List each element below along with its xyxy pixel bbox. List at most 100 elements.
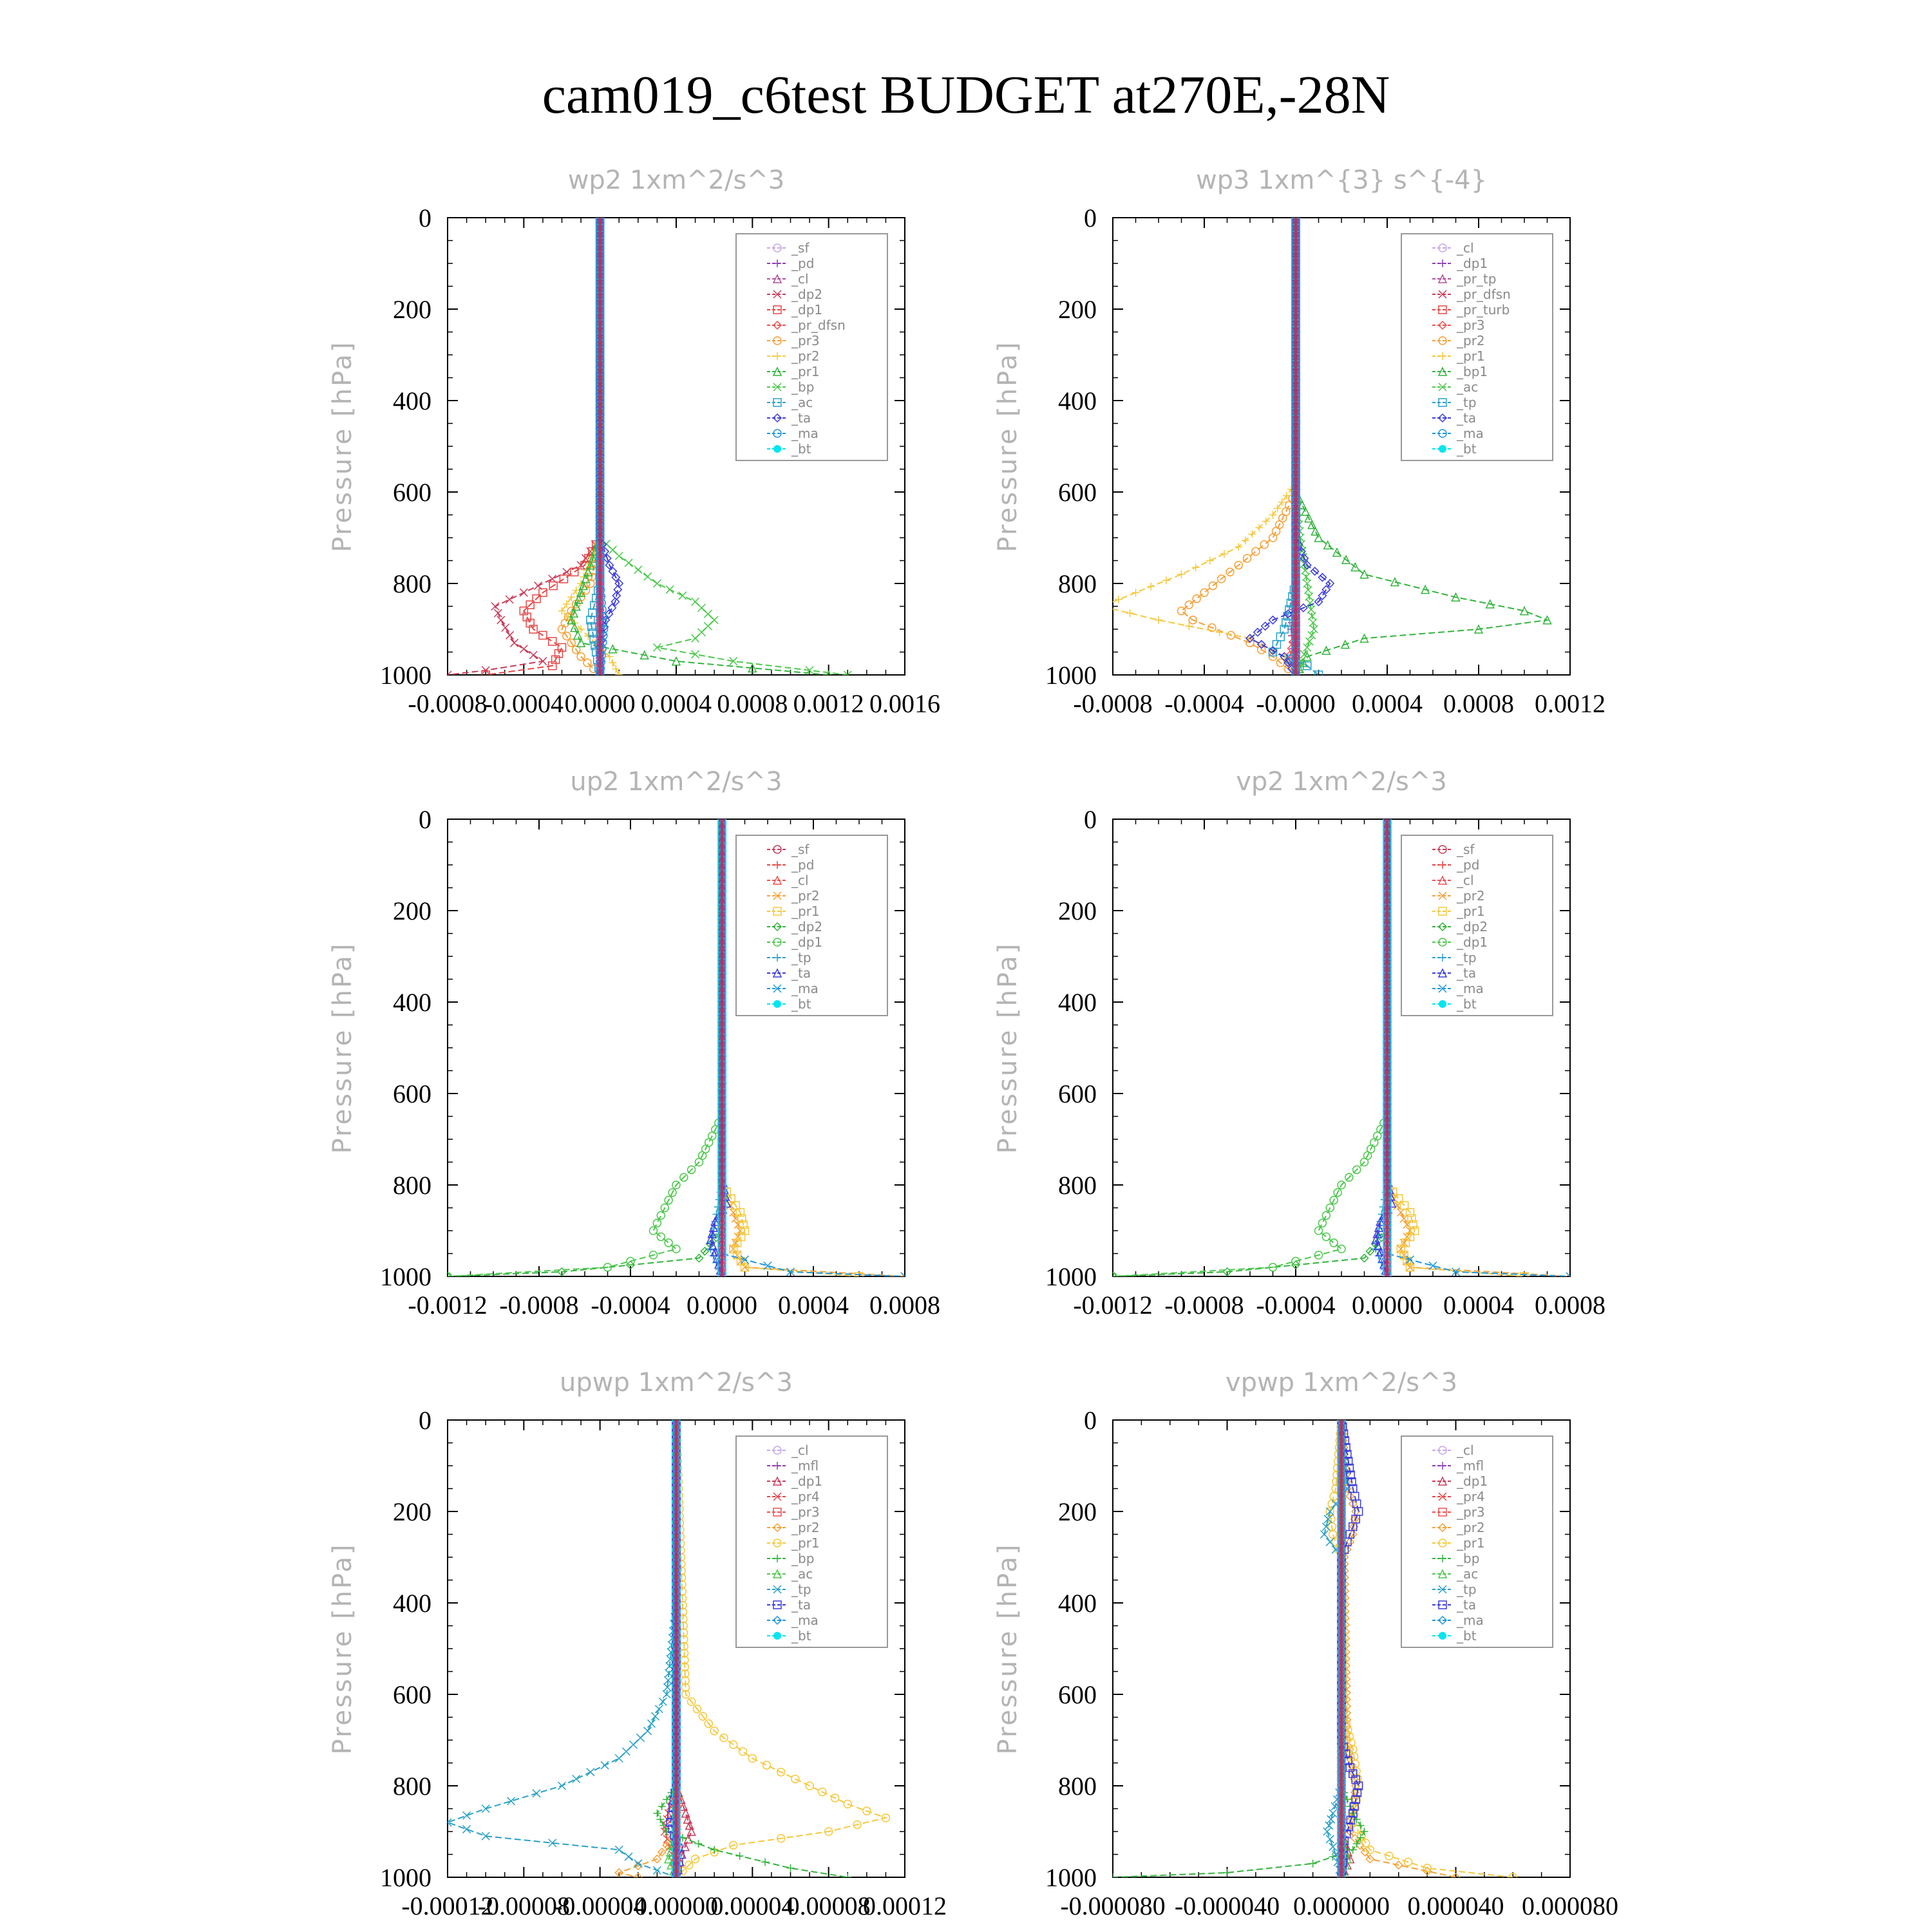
series-point-pr1 <box>1220 549 1229 558</box>
series-point-tp <box>636 1733 645 1742</box>
series-point-pr3 <box>576 652 585 661</box>
series-point-ta <box>1310 567 1320 576</box>
series-point-pr1 <box>1396 1244 1406 1254</box>
legend-marker <box>772 274 782 283</box>
series-point-pr1 <box>1399 1251 1408 1260</box>
series-point-tp <box>629 1740 638 1749</box>
series-point-dp2 <box>448 1271 453 1276</box>
legend-entry: _pr1 <box>791 364 820 379</box>
series-point-pr1 <box>1206 556 1214 565</box>
series-point-pr2 <box>562 600 571 608</box>
series-point-ta <box>1268 646 1278 656</box>
series-point-dp2 <box>1113 1271 1118 1276</box>
panel-title: wp3 1xm^{3} s^{-4} <box>1196 166 1487 195</box>
series-point-ta <box>1314 597 1323 607</box>
series-point-ma <box>1566 1272 1570 1276</box>
series-point-dp2 <box>700 1246 710 1256</box>
legend-marker <box>1438 290 1447 299</box>
legend-entry: _pd <box>1456 857 1479 873</box>
series-point-dp1 <box>649 1226 658 1235</box>
series-point-pr2 <box>609 659 617 667</box>
series-point-pr1 <box>1394 1194 1403 1204</box>
series-point-pr1 <box>739 1220 748 1229</box>
series-point-dp1 <box>519 606 529 616</box>
legend-entry: _bp <box>791 379 814 395</box>
legend-entry: _pr_turb <box>1456 302 1510 317</box>
legend-marker <box>1437 320 1448 330</box>
series-point-tp <box>663 1683 672 1692</box>
legend-entry: _cl <box>1456 240 1474 256</box>
legend-marker <box>1437 922 1448 932</box>
series-point-bp <box>786 1864 795 1872</box>
legend-marker <box>1437 413 1448 423</box>
series-point-ta <box>607 603 617 612</box>
series-point-pr2 <box>1177 606 1186 616</box>
series-point-ac <box>663 1853 674 1864</box>
series-point-ta <box>1372 1229 1382 1238</box>
legend-entry: _pr2 <box>791 888 820 904</box>
y-tick-label: 200 <box>393 295 431 324</box>
legend-marker <box>773 938 782 947</box>
series-point-pr3 <box>562 631 571 641</box>
series-point-pr2 <box>1208 581 1218 591</box>
series-point-pr2 <box>1184 600 1194 609</box>
series-point-pr2 <box>1226 567 1235 576</box>
legend-entry: _dp2 <box>791 919 822 934</box>
series-point-pr1 <box>1097 603 1105 611</box>
legend-entry: _dp1 <box>791 302 822 317</box>
series-point-pr1 <box>843 1799 852 1809</box>
series-point-pr1 <box>684 1861 694 1870</box>
series-point-pr1 <box>576 587 586 597</box>
legend-marker <box>773 891 782 900</box>
series-point-ac <box>665 1847 676 1857</box>
series-point-tp <box>643 1727 652 1736</box>
series-point-dp2 <box>491 601 500 611</box>
legend-entry: _ma <box>1456 426 1484 441</box>
chart-panel-2: wp3 1xm^{3} s^{-4} Pressure [hPa] 0 200 400 6… <box>993 166 1605 718</box>
legend-marker <box>773 383 782 392</box>
series-point-ta <box>611 573 621 582</box>
series-point-ma <box>1428 1261 1437 1270</box>
series-point-dp1 <box>481 670 490 675</box>
series-point-dp1 <box>547 661 557 670</box>
series-point-pr1 <box>1282 491 1291 500</box>
series-point-bp <box>678 591 687 600</box>
series-point-pr3 <box>571 645 581 654</box>
legend-marker <box>773 260 781 267</box>
series-point-ta <box>1253 627 1262 637</box>
legend-entry: _bp1 <box>1456 364 1488 379</box>
series-point-pr1 <box>687 1697 696 1707</box>
series-point-pr2 <box>584 632 592 640</box>
x-tick-label: 0.0000 <box>687 1291 757 1320</box>
legend-marker <box>773 290 782 299</box>
y-tick-label: 400 <box>1058 988 1097 1017</box>
legend-marker <box>773 845 782 854</box>
series-point-dp1 <box>672 1244 681 1254</box>
series-point-tp <box>481 1804 490 1814</box>
series-point-pr1 <box>1262 517 1270 526</box>
series-point-ac <box>588 608 597 618</box>
series-point-pr1 <box>680 1656 689 1665</box>
series-point-dp2 <box>510 638 519 647</box>
y-tick-label: 800 <box>1058 1171 1097 1200</box>
series-point-tp <box>662 1690 671 1699</box>
series-point-ta <box>1298 603 1308 612</box>
legend-marker <box>1438 984 1447 993</box>
series-point-bp1 <box>1359 633 1369 643</box>
series-point-dp1 <box>664 1238 673 1247</box>
series-point-pr3 <box>586 579 595 588</box>
series-point-dp2 <box>448 670 452 675</box>
series-point-ta <box>707 1229 717 1238</box>
y-axis-label: Pressure [hPa] <box>328 1543 357 1755</box>
x-tick-label: -0.0004 <box>1164 689 1244 718</box>
series-point-pr2 <box>577 625 585 633</box>
legend: _sf_pd_cl_pr2_pr1_dp2_dp1_tp_ta_ma_bt <box>735 835 888 1016</box>
series-point-ta <box>1300 553 1309 564</box>
chart-panel-1: wp2 1xm^2/s^3 Pressure [hPa] 0 200 400 600 800… <box>328 166 940 718</box>
series-point-dp1 <box>549 581 558 591</box>
series-point-pr1 <box>1241 536 1249 545</box>
legend-entry: _bt <box>1456 996 1477 1012</box>
series-point-ta <box>706 1235 715 1244</box>
series-point-dp1 <box>557 643 567 652</box>
series-point-bp <box>691 634 700 643</box>
